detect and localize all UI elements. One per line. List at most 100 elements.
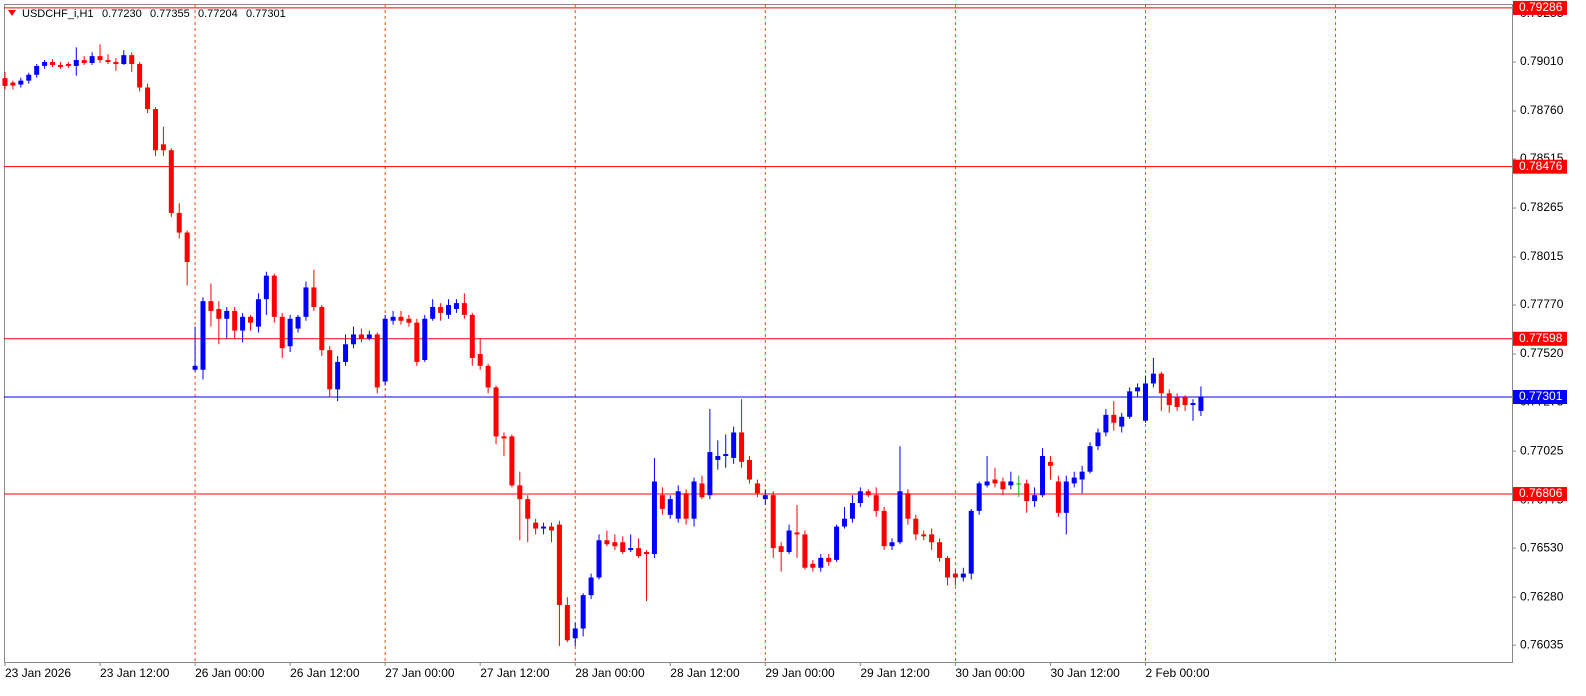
candle-body [929, 534, 935, 543]
candle-body [937, 542, 943, 558]
candle-body [152, 109, 158, 151]
candle-body [548, 526, 554, 531]
x-tick-label: 26 Jan 12:00 [290, 666, 360, 680]
candle-body [1166, 393, 1172, 406]
candle-body [255, 299, 261, 327]
candle-body [176, 212, 182, 233]
x-tick-label: 28 Jan 00:00 [575, 666, 645, 680]
candle-body [731, 432, 737, 458]
ohlc-value: 0.77204 [198, 8, 238, 20]
candle-body [287, 318, 293, 347]
candle-body [905, 493, 911, 519]
menu-icon[interactable] [8, 10, 16, 16]
candle-body [889, 542, 895, 547]
candle-body [865, 491, 871, 496]
candle-body [303, 287, 309, 317]
candle-body [612, 542, 618, 547]
candle-body [271, 275, 277, 317]
level-label: 0.79286 [1519, 0, 1563, 14]
candle-body [311, 287, 317, 308]
candle-body [1174, 397, 1180, 407]
candle-body [588, 577, 594, 596]
candle-body [97, 56, 103, 61]
candle-body [968, 510, 974, 574]
candle-body [374, 334, 380, 388]
candle-body [715, 455, 721, 460]
candle-body [1135, 387, 1141, 392]
candle-body [596, 540, 602, 578]
candle-body [382, 318, 388, 382]
candle-body [26, 74, 32, 81]
candle-body [224, 310, 230, 319]
candle-body [1087, 446, 1093, 472]
candle-body [81, 60, 87, 63]
candle-body [200, 301, 206, 370]
x-tick-label: 27 Jan 00:00 [385, 666, 455, 680]
candle-body [1127, 391, 1133, 417]
candle-body [675, 491, 681, 519]
candle-body [786, 530, 792, 553]
candle-body [541, 526, 547, 529]
candle-body [897, 491, 903, 543]
candle-body [343, 344, 349, 362]
candle-body [184, 232, 190, 262]
x-tick-label: 2 Feb 00:00 [1145, 666, 1209, 680]
candle-body [469, 314, 475, 358]
candle-body [739, 432, 745, 462]
candle-body [57, 64, 63, 67]
candle-body [319, 307, 325, 351]
candle-body [422, 318, 428, 360]
candle-body [976, 483, 982, 511]
candle-body [137, 63, 143, 88]
candle-body [746, 459, 752, 480]
candle-body [461, 303, 467, 315]
candle-body [232, 310, 238, 331]
candle-body [34, 65, 40, 75]
candle-body [430, 307, 436, 319]
ohlc-value: 0.77230 [102, 8, 142, 20]
candle-body [509, 436, 515, 486]
candle-body [683, 493, 689, 519]
candle-body [1095, 432, 1101, 447]
candle-body [113, 62, 119, 64]
candle-body [960, 573, 966, 578]
y-tick-label: 0.76035 [1520, 637, 1564, 651]
candle-body [572, 628, 578, 639]
candle-body [438, 307, 444, 313]
candle-body [327, 350, 333, 390]
x-tick-label: 26 Jan 00:00 [195, 666, 265, 680]
candle-body [1142, 383, 1148, 421]
candle-body [1190, 403, 1196, 406]
candle-body [1024, 483, 1030, 502]
candle-body [1032, 495, 1038, 502]
x-tick-label: 28 Jan 12:00 [670, 666, 740, 680]
candle-body [1103, 414, 1109, 433]
level-label-box [1513, 159, 1567, 174]
candle-body [350, 334, 356, 345]
candle-body [913, 518, 919, 535]
candle-body [192, 365, 198, 370]
candle-body [89, 56, 95, 63]
candle-body [216, 308, 222, 319]
candle-body [754, 483, 760, 494]
candle-body [1079, 471, 1085, 480]
candle-body [620, 542, 626, 553]
candle-body [1047, 461, 1053, 466]
y-tick-label: 0.78015 [1520, 249, 1564, 263]
candle-body [644, 552, 650, 554]
candle-body [842, 518, 848, 527]
candle-body [1182, 397, 1188, 406]
candle-body [73, 60, 79, 66]
y-tick-label: 0.79010 [1520, 54, 1564, 68]
y-tick-label: 0.76280 [1520, 589, 1564, 603]
candle-body [952, 573, 958, 578]
candle-body [810, 563, 816, 568]
x-tick-label: 27 Jan 12:00 [480, 666, 550, 680]
candle-body [628, 548, 634, 551]
candle-body [1063, 481, 1069, 513]
candle-body [240, 316, 246, 331]
candle-body [10, 82, 16, 86]
